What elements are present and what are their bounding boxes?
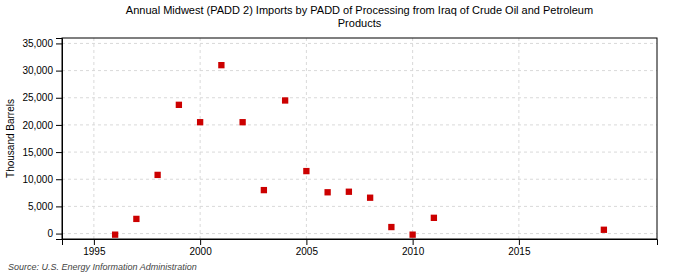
tick-label: 20,000	[22, 120, 53, 131]
axis-line	[63, 240, 658, 246]
tick-mark	[56, 206, 62, 207]
source-note: Source: U.S. Energy Information Administ…	[8, 262, 197, 272]
point	[133, 216, 139, 222]
tick: 2015	[508, 239, 531, 257]
y-axis: 0 5,000 10,000 15,000 20,000 25,000 30,000 35,0…	[22, 38, 62, 239]
tick: 0	[47, 228, 62, 239]
tick-mark	[56, 152, 62, 153]
grid-line	[62, 233, 657, 234]
tick-label: 25,000	[22, 92, 53, 103]
tick: 2005	[296, 239, 319, 257]
point	[197, 119, 203, 125]
tick: 10,000	[22, 174, 62, 185]
tick-label: 1995	[83, 246, 106, 257]
point	[261, 187, 267, 193]
point	[409, 231, 415, 237]
point	[218, 62, 224, 68]
tick-label: 30,000	[22, 65, 53, 76]
tick-label: 5,000	[28, 201, 53, 212]
tick-mark	[94, 239, 95, 245]
tick-mark	[519, 239, 520, 245]
tick-label: 2010	[402, 246, 425, 257]
point	[346, 189, 352, 195]
chart: 1995 2000 2005 2010 2015 0 5,000 10,000 15,000 20…	[0, 0, 675, 275]
grid-line	[62, 97, 657, 98]
point	[388, 224, 394, 230]
tick-label: 2000	[190, 246, 213, 257]
x-axis: 1995 2000 2005 2010 2015	[63, 239, 658, 257]
tick-label: 0	[47, 228, 53, 239]
tick: 25,000	[22, 92, 62, 103]
tick-label: 10,000	[22, 174, 53, 185]
grid-line	[518, 38, 519, 239]
grid-line	[306, 38, 307, 239]
plot-frame	[62, 38, 657, 239]
tick-mark	[56, 234, 62, 235]
tick-mark	[200, 239, 201, 245]
tick-mark	[306, 239, 307, 245]
tick-mark	[56, 98, 62, 99]
point	[154, 172, 160, 178]
tick: 30,000	[22, 65, 62, 76]
tick-mark	[56, 71, 62, 72]
tick-label: 35,000	[22, 38, 53, 49]
points	[112, 62, 607, 238]
tick-label: 2005	[296, 246, 319, 257]
tick-label: 15,000	[22, 147, 53, 158]
point	[601, 227, 607, 233]
tick-mark	[56, 179, 62, 180]
tick: 20,000	[22, 120, 62, 131]
grid	[62, 38, 657, 239]
tick-mark	[56, 43, 62, 44]
tick: 1995	[83, 239, 106, 257]
tick-mark	[56, 125, 62, 126]
grid-line	[62, 124, 657, 125]
grid-line	[62, 43, 657, 44]
point	[112, 231, 118, 237]
grid-line	[62, 206, 657, 207]
grid-line	[200, 38, 201, 239]
title-line: Products	[338, 17, 382, 29]
point	[239, 119, 245, 125]
tick-mark	[413, 239, 414, 245]
tick: 5,000	[28, 201, 62, 212]
grid-line	[412, 38, 413, 239]
tick: 2010	[402, 239, 425, 257]
point	[303, 168, 309, 174]
point	[176, 102, 182, 108]
plot: 1995 2000 2005 2010 2015 0 5,000 10,000 15,000 20…	[22, 38, 657, 257]
point	[431, 215, 437, 221]
tick-label: 2015	[508, 246, 531, 257]
tick: 35,000	[22, 38, 62, 49]
point	[282, 97, 288, 103]
grid-line	[62, 152, 657, 153]
y-axis-title: Thousand Barrels	[5, 99, 16, 178]
grid-line	[62, 70, 657, 71]
tick: 2000	[190, 239, 213, 257]
title: Annual Midwest (PADD 2) Imports by PADD …	[126, 4, 593, 29]
point	[324, 189, 330, 195]
point	[367, 195, 373, 201]
tick: 15,000	[22, 147, 62, 158]
grid-line	[93, 38, 94, 239]
grid-line	[62, 179, 657, 180]
title-line: Annual Midwest (PADD 2) Imports by PADD …	[126, 4, 593, 16]
